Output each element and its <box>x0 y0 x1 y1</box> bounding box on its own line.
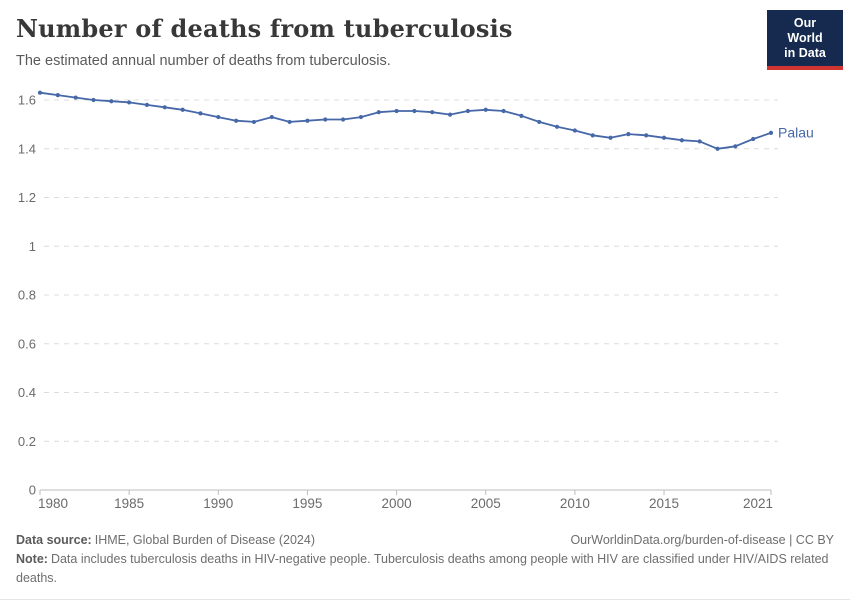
data-source-label: Data source: <box>16 533 92 547</box>
data-source-text: IHME, Global Burden of Disease (2024) <box>94 533 315 547</box>
chart-note: Note: Data includes tuberculosis deaths i… <box>16 550 834 588</box>
note-label: Note: <box>16 552 48 566</box>
x-tick-label: 1995 <box>292 496 322 511</box>
data-point[interactable] <box>144 102 150 107</box>
data-point[interactable] <box>55 93 60 98</box>
data-point[interactable] <box>537 119 542 125</box>
owid-logo: Our World in Data <box>767 10 843 70</box>
data-point[interactable] <box>572 128 577 133</box>
owid-logo-line2: in Data <box>784 46 826 60</box>
palau-line[interactable] <box>39 91 772 150</box>
data-point[interactable] <box>679 138 684 143</box>
data-point[interactable] <box>751 136 756 142</box>
y-tick-label: 0.6 <box>18 336 36 351</box>
data-point[interactable] <box>465 108 471 114</box>
x-axis: 1980 1985 1990 1995 2000 2005 2010 2015 2021 <box>38 489 773 511</box>
x-tick-label: 2000 <box>382 496 412 511</box>
data-point[interactable] <box>768 130 774 136</box>
y-axis-labels: 0 0.2 0.4 0.6 0.8 1 1.2 1.4 1.6 <box>18 93 36 498</box>
chart-footer: Data source: IHME, Global Burden of Disea… <box>16 531 834 588</box>
y-tick-label: 1.2 <box>18 190 36 205</box>
y-tick-label: 1.4 <box>18 141 36 156</box>
x-tick-label: 2015 <box>649 496 679 511</box>
data-point[interactable] <box>590 133 595 138</box>
data-point[interactable] <box>394 108 399 114</box>
page-title: Number of deaths from tuberculosis <box>16 14 513 43</box>
data-point[interactable] <box>340 117 346 122</box>
data-point[interactable] <box>305 118 310 123</box>
data-point[interactable] <box>269 114 274 120</box>
y-tick-label: 0.8 <box>18 288 36 303</box>
data-point[interactable] <box>554 124 560 129</box>
data-point[interactable] <box>127 100 132 105</box>
x-tick-label: 1985 <box>114 496 144 511</box>
data-point[interactable] <box>733 144 738 149</box>
y-tick-label: 0 <box>29 483 36 498</box>
data-point[interactable] <box>198 111 203 116</box>
y-tick-label: 0.4 <box>18 385 36 400</box>
x-tick-label: 2021 <box>743 496 773 511</box>
data-point[interactable] <box>376 110 381 115</box>
gridlines <box>44 99 778 442</box>
x-tick-label: 2010 <box>560 496 590 511</box>
data-point[interactable] <box>37 90 43 95</box>
x-tick-label: 1980 <box>38 496 68 511</box>
data-point[interactable] <box>162 105 167 110</box>
chart-subtitle: The estimated annual number of deaths fr… <box>16 53 391 69</box>
data-point[interactable] <box>697 139 702 144</box>
data-point[interactable] <box>180 107 185 112</box>
series-end-label[interactable]: Palau <box>778 124 814 140</box>
data-source: Data source: IHME, Global Burden of Disea… <box>16 531 315 550</box>
data-point[interactable] <box>358 114 364 120</box>
data-point[interactable] <box>661 135 667 140</box>
data-point[interactable] <box>234 118 239 123</box>
data-point[interactable] <box>644 133 649 138</box>
data-point[interactable] <box>251 119 257 125</box>
data-point[interactable] <box>412 108 417 114</box>
series-palau: Palau <box>37 90 814 151</box>
data-point[interactable] <box>519 113 524 118</box>
data-point[interactable] <box>483 107 488 112</box>
data-point[interactable] <box>501 108 506 114</box>
x-tick-label: 1990 <box>203 496 233 511</box>
data-point[interactable] <box>447 112 453 117</box>
data-point[interactable] <box>430 110 435 115</box>
data-point[interactable] <box>323 117 328 122</box>
data-point[interactable] <box>626 132 631 137</box>
y-tick-label: 1.6 <box>18 93 36 108</box>
line-chart[interactable]: 0 0.2 0.4 0.6 0.8 1 1.2 1.4 1.6 1980 1985 1990 1995 2… <box>0 80 850 525</box>
data-point[interactable] <box>73 95 78 100</box>
note-text: Data includes tuberculosis deaths in HIV… <box>16 552 829 585</box>
data-point[interactable] <box>109 99 114 104</box>
owid-logo-line1: Our World <box>787 16 823 45</box>
data-point[interactable] <box>715 146 720 151</box>
y-tick-label: 0.2 <box>18 434 36 449</box>
data-point[interactable] <box>216 114 221 120</box>
chart-area: 0 0.2 0.4 0.6 0.8 1 1.2 1.4 1.6 1980 1985 1990 1995 2… <box>0 80 850 525</box>
attribution-license: OurWorldinData.org/burden-of-disease | C… <box>570 533 834 547</box>
data-point[interactable] <box>287 119 292 125</box>
x-tick-label: 2005 <box>471 496 501 511</box>
y-tick-label: 1 <box>29 239 36 254</box>
data-point[interactable] <box>91 97 96 103</box>
data-point[interactable] <box>608 135 613 140</box>
